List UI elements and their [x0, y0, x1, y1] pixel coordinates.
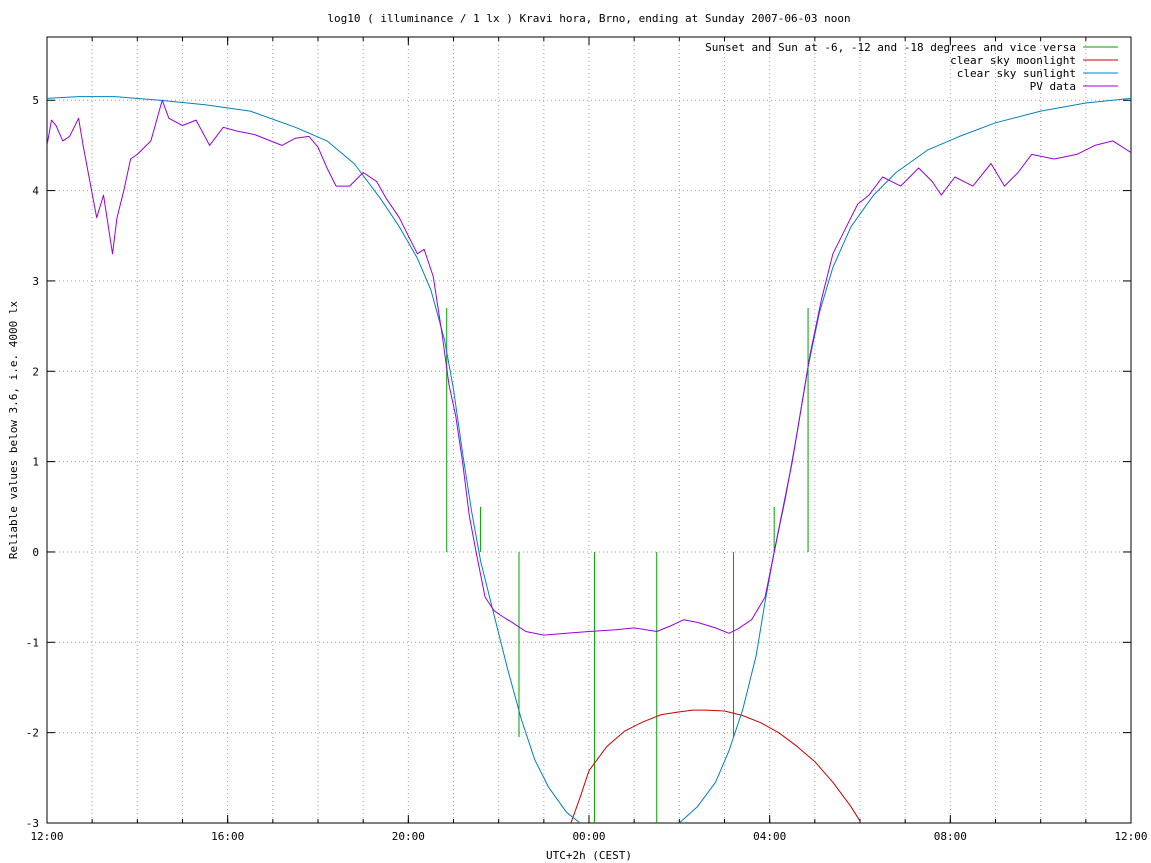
series-layer — [47, 96, 1131, 823]
y-tick-label: -1 — [26, 636, 39, 649]
x-tick-label: 04:00 — [753, 830, 786, 843]
y-tick-label: -3 — [26, 817, 39, 830]
y-axis-label: Reliable values below 3.6, i.e. 4000 lx — [7, 300, 20, 559]
x-tick-label: 00:00 — [572, 830, 605, 843]
chart-title: log10 ( illuminance / 1 lx ) Kravi hora,… — [327, 12, 850, 25]
y-tick-label: 1 — [32, 456, 39, 469]
series-sunlight-line — [47, 96, 581, 823]
y-tick-label: -2 — [26, 727, 39, 740]
legend-label-sunlight: clear sky sunlight — [957, 67, 1076, 80]
x-tick-label: 12:00 — [30, 830, 63, 843]
y-tick-label: 5 — [32, 94, 39, 107]
y-tick-label: 0 — [32, 546, 39, 559]
series-pv-data-line — [47, 99, 1131, 636]
x-tick-label: 12:00 — [1114, 830, 1147, 843]
y-tick-label: 4 — [32, 185, 39, 198]
y-tick-label: 3 — [32, 275, 39, 288]
x-tick-label: 08:00 — [934, 830, 967, 843]
series-moonlight-line — [570, 709, 861, 823]
legend-label-pv-data: PV data — [1030, 80, 1076, 93]
legend-label-moonlight: clear sky moonlight — [950, 54, 1076, 67]
legend-label-transitions: Sunset and Sun at -6, -12 and -18 degree… — [705, 41, 1076, 54]
x-tick-label: 20:00 — [392, 830, 425, 843]
y-tick-label: 2 — [32, 365, 39, 378]
legend: Sunset and Sun at -6, -12 and -18 degree… — [705, 41, 1118, 93]
series-sunlight-morning-line — [678, 97, 1131, 823]
x-tick-label: 16:00 — [211, 830, 244, 843]
x-axis-label: UTC+2h (CEST) — [546, 849, 632, 862]
grid — [47, 37, 1131, 823]
